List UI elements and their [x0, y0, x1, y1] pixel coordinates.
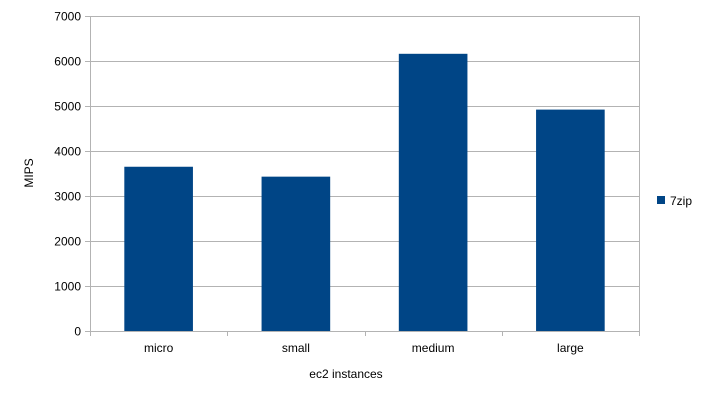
- y-tick-label: 5000: [54, 100, 81, 114]
- y-axis-title: MIPS: [22, 158, 36, 187]
- legend-label: 7zip: [670, 194, 692, 208]
- bar-small: [262, 177, 331, 331]
- bar-medium: [399, 54, 468, 331]
- bar-large: [536, 110, 605, 331]
- y-tick-label: 2000: [54, 235, 81, 249]
- y-tick-label: 7000: [54, 10, 81, 24]
- y-tick-label: 1000: [54, 280, 81, 294]
- y-tick-labels: 0 1000 2000 3000 4000 5000 6000 7000: [54, 10, 81, 339]
- y-tick-label: 4000: [54, 145, 81, 159]
- legend-swatch: [657, 196, 665, 204]
- x-tick-labels: micro small medium large: [144, 341, 584, 355]
- y-tick-label: 0: [74, 325, 81, 339]
- bars: [124, 54, 604, 331]
- x-tick-label: small: [282, 341, 310, 355]
- bar-micro: [124, 167, 193, 331]
- y-tick-label: 6000: [54, 55, 81, 69]
- x-tick-label: large: [557, 341, 584, 355]
- x-axis-title: ec2 instances: [309, 367, 382, 381]
- x-tick-label: medium: [412, 341, 455, 355]
- y-tick-label: 3000: [54, 190, 81, 204]
- legend: 7zip: [657, 194, 692, 208]
- x-tick-label: micro: [144, 341, 174, 355]
